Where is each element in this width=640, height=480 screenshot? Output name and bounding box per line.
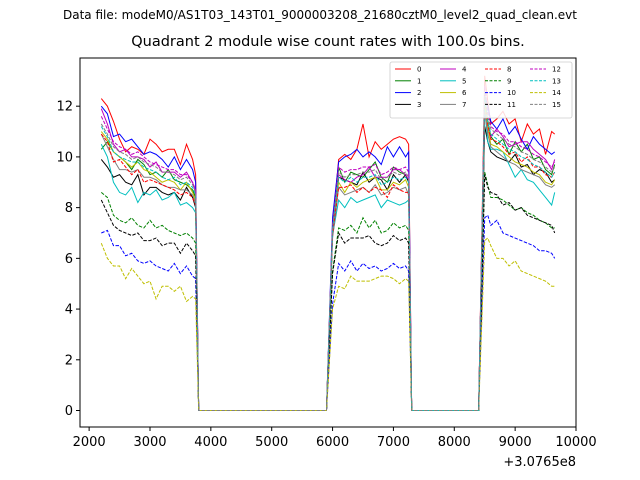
legend-label-10: 10 — [507, 89, 516, 97]
x-tick-label: 7000 — [377, 435, 410, 450]
legend-label-13: 13 — [552, 77, 561, 85]
x-tick-label: 4000 — [194, 435, 227, 450]
x-tick-label: 6000 — [316, 435, 349, 450]
x-tick-label: 2000 — [73, 435, 106, 450]
legend-label-4: 4 — [462, 66, 467, 74]
x-axis: 2000 3000 4000 5000 6000 7000 8000 9000 10000 — [73, 427, 597, 450]
legend-label-14: 14 — [552, 89, 561, 97]
y-tick-label: 8 — [65, 201, 73, 216]
y-tick-label: 2 — [65, 353, 73, 368]
series-line-11 — [100, 174, 556, 412]
y-tick-label: 4 — [65, 303, 73, 318]
x-tick-label: 9000 — [499, 435, 532, 450]
x-tick-label: 10000 — [555, 435, 596, 450]
series-line-15 — [100, 90, 556, 412]
legend-label-6: 6 — [462, 89, 467, 97]
legend-label-9: 9 — [507, 77, 511, 85]
legend-label-2: 2 — [417, 89, 421, 97]
y-tick-label: 6 — [65, 252, 73, 267]
chart-title: Quadrant 2 module wise count rates with … — [131, 34, 525, 50]
legend-label-8: 8 — [507, 66, 511, 74]
axes-frame — [79, 57, 577, 428]
x-axis-offset-label: +3.0765e8 — [503, 455, 576, 470]
legend-label-5: 5 — [462, 77, 466, 85]
legend-label-1: 1 — [417, 77, 421, 85]
legend-label-3: 3 — [417, 101, 421, 109]
series-line-10 — [101, 214, 556, 412]
series-line-14 — [100, 237, 555, 412]
plot-area — [100, 75, 556, 412]
y-tick-label: 10 — [56, 150, 73, 165]
series-line-12 — [100, 85, 556, 412]
y-axis: 0 2 4 6 8 10 12 — [56, 100, 80, 419]
y-tick-label: 0 — [65, 404, 73, 419]
x-tick-label: 5000 — [255, 435, 288, 450]
legend-label-7: 7 — [462, 101, 466, 109]
legend-label-0: 0 — [417, 66, 421, 74]
x-tick-label: 8000 — [438, 435, 471, 450]
y-tick-label: 12 — [56, 100, 73, 115]
legend-label-11: 11 — [507, 101, 516, 109]
legend-frame — [389, 61, 573, 119]
x-tick-label: 3000 — [133, 435, 166, 450]
legend-label-15: 15 — [552, 101, 561, 109]
legend-label-12: 12 — [552, 66, 561, 74]
figure-suptitle: Data file: modeM0/AS1T03_143T01_90000032… — [63, 8, 577, 22]
